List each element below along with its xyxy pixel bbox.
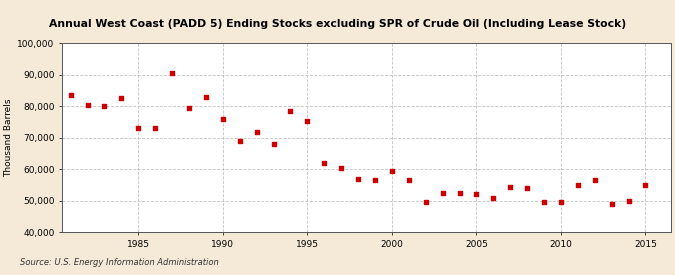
Point	[623, 199, 634, 203]
Point	[556, 200, 566, 205]
Point	[640, 183, 651, 187]
Point	[285, 109, 296, 113]
Point	[370, 178, 381, 183]
Point	[268, 142, 279, 146]
Point	[99, 104, 110, 109]
Point	[335, 166, 346, 170]
Point	[116, 96, 127, 101]
Point	[234, 139, 245, 143]
Point	[572, 183, 583, 187]
Point	[352, 177, 363, 181]
Point	[184, 106, 194, 110]
Point	[200, 95, 211, 99]
Point	[454, 191, 465, 195]
Point	[539, 200, 549, 205]
Point	[421, 200, 431, 205]
Point	[167, 71, 178, 76]
Point	[522, 186, 533, 190]
Point	[437, 191, 448, 195]
Point	[65, 93, 76, 98]
Point	[302, 118, 313, 123]
Point	[82, 103, 93, 107]
Text: Source: U.S. Energy Information Administration: Source: U.S. Energy Information Administ…	[20, 258, 219, 267]
Point	[387, 169, 398, 173]
Point	[505, 184, 516, 189]
Point	[217, 117, 228, 121]
Text: Annual West Coast (PADD 5) Ending Stocks excluding SPR of Crude Oil (Including L: Annual West Coast (PADD 5) Ending Stocks…	[49, 19, 626, 29]
Point	[404, 178, 414, 183]
Point	[319, 161, 329, 165]
Point	[488, 195, 499, 200]
Point	[589, 178, 600, 183]
Point	[251, 129, 262, 134]
Point	[606, 202, 617, 206]
Point	[133, 126, 144, 131]
Point	[150, 126, 161, 131]
Point	[471, 192, 482, 197]
Y-axis label: Thousand Barrels: Thousand Barrels	[4, 98, 14, 177]
